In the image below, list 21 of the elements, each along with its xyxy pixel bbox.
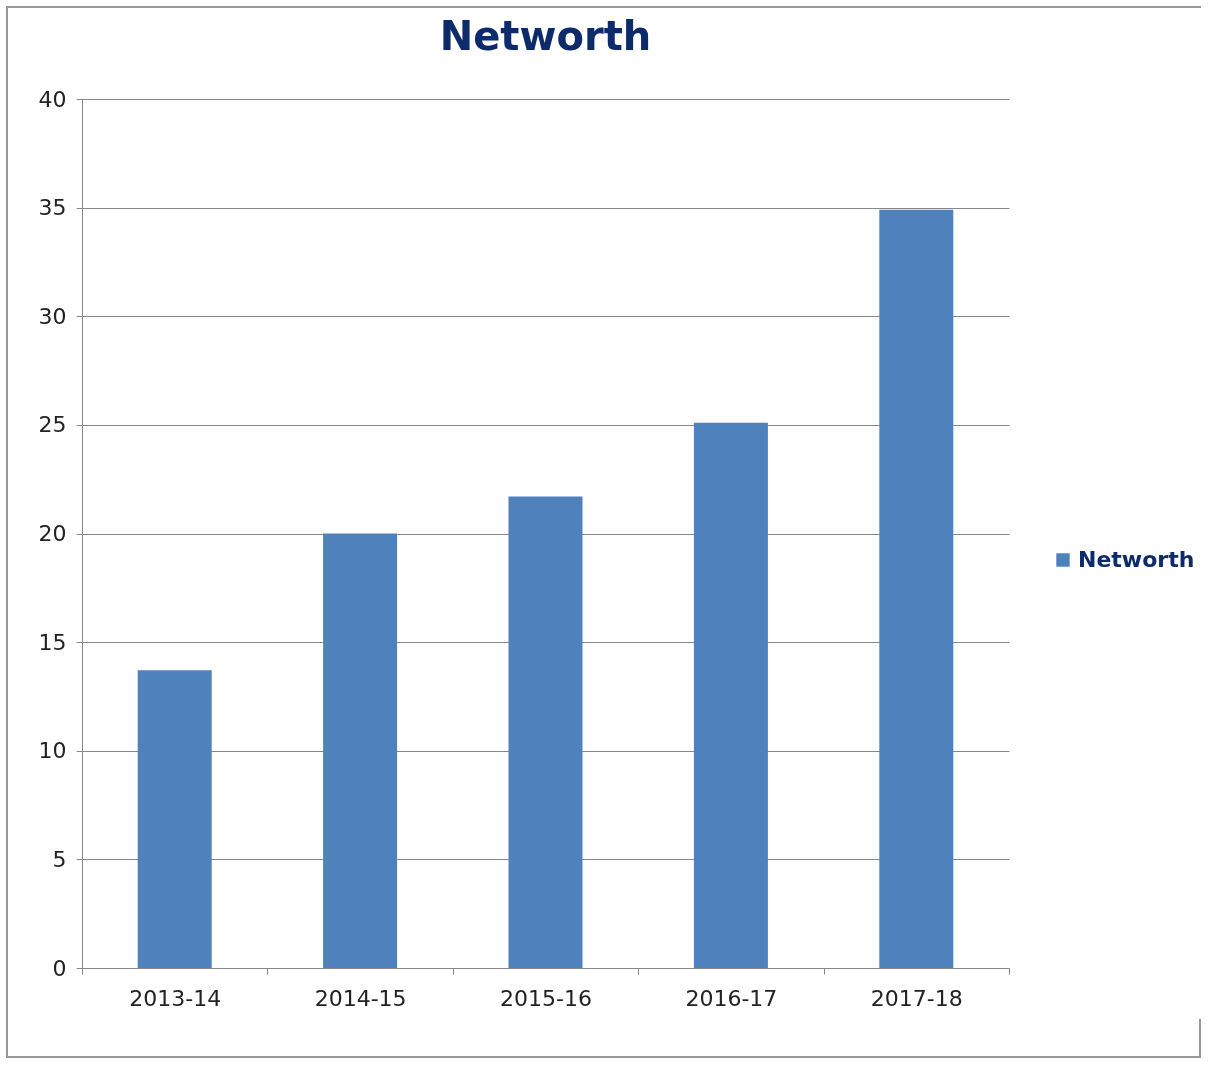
legend-label: Networth <box>1078 547 1195 572</box>
bar <box>879 209 954 968</box>
bar <box>693 422 768 968</box>
y-tick-label: 0 <box>52 955 67 981</box>
y-tick-label: 5 <box>52 846 67 872</box>
y-tick-label: 40 <box>38 86 67 112</box>
bar <box>137 670 212 968</box>
chart-title: Networth <box>439 13 652 59</box>
y-tick-label: 35 <box>38 195 67 221</box>
x-tick-label: 2014-15 <box>314 985 407 1011</box>
x-tick-label: 2015-16 <box>500 985 592 1011</box>
x-tick-label: 2013-14 <box>129 985 222 1011</box>
y-tick-label: 30 <box>38 303 67 329</box>
y-tick-label: 10 <box>38 738 67 764</box>
x-tick-label: 2017-18 <box>870 985 963 1011</box>
x-tick-label: 2016-17 <box>685 985 778 1011</box>
y-tick-label: 20 <box>38 521 67 546</box>
bar <box>323 533 398 968</box>
y-tick-label: 15 <box>38 629 67 655</box>
bar <box>508 496 583 968</box>
y-tick-label: 25 <box>38 412 67 438</box>
